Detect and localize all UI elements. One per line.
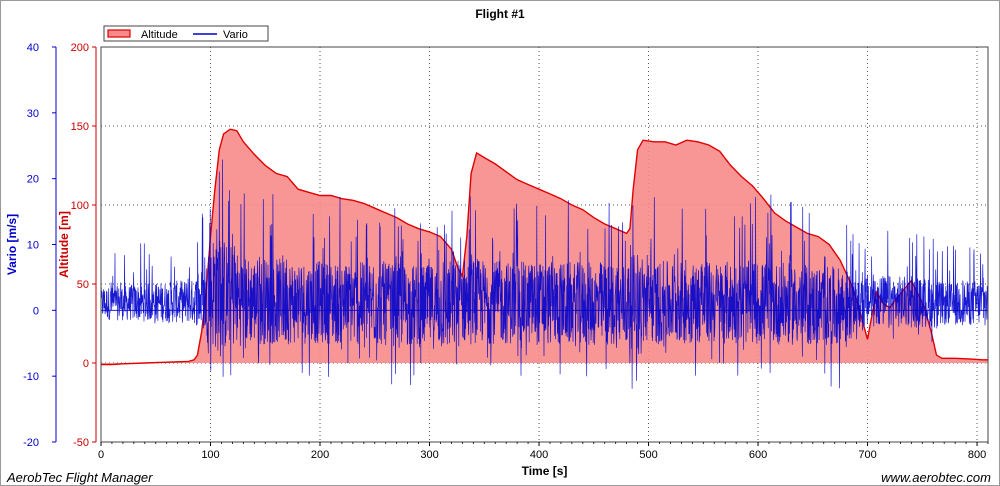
- vario-line: [100, 159, 989, 389]
- altitude-tick-label: 100: [71, 200, 89, 212]
- altitude-tick-label: 50: [77, 279, 89, 291]
- altitude-tick-label: 0: [83, 358, 89, 370]
- plot-border: [100, 46, 989, 443]
- x-tick-label: 400: [530, 449, 548, 461]
- altitude-tick-label: 150: [71, 121, 89, 133]
- x-tick-label: 200: [311, 449, 329, 461]
- altitude-tick-label: -50: [73, 437, 89, 449]
- legend-label-altitude: Altitude: [141, 29, 178, 41]
- vario-axis-label: Vario [m/s]: [5, 214, 19, 275]
- chart-title: Flight #1: [475, 7, 525, 21]
- legend: Altitude Vario: [103, 25, 269, 42]
- vario-tick-label: -20: [23, 437, 39, 449]
- altitude-line: [101, 128, 988, 366]
- legend-box: [103, 25, 269, 42]
- vario-tick-label: 40: [27, 42, 39, 54]
- x-tick-label: 0: [98, 449, 104, 461]
- x-tick-label: 300: [420, 449, 438, 461]
- x-tick-label: 700: [858, 449, 876, 461]
- x-tick-label: 100: [201, 449, 219, 461]
- altitude-axis-label: Altitude [m]: [57, 211, 71, 278]
- website-link[interactable]: www.aerobtec.com: [881, 470, 991, 485]
- vario-tick-label: 0: [33, 305, 39, 317]
- vario-tick-label: 10: [27, 240, 39, 252]
- legend-swatch-altitude: [107, 29, 131, 38]
- altitude-tick-label: 200: [71, 42, 89, 54]
- x-tick-label: 600: [749, 449, 767, 461]
- vario-tick-label: 30: [27, 108, 39, 120]
- vario-tick-label: 20: [27, 174, 39, 186]
- x-tick-label: 500: [639, 449, 657, 461]
- legend-label-vario: Vario: [223, 29, 248, 41]
- x-axis-label: Time [s]: [522, 464, 568, 478]
- vario-tick-label: -10: [23, 371, 39, 383]
- app-name: AerobTec Flight Manager: [7, 470, 153, 485]
- x-tick-label: 800: [968, 449, 986, 461]
- vario-series: [100, 159, 989, 389]
